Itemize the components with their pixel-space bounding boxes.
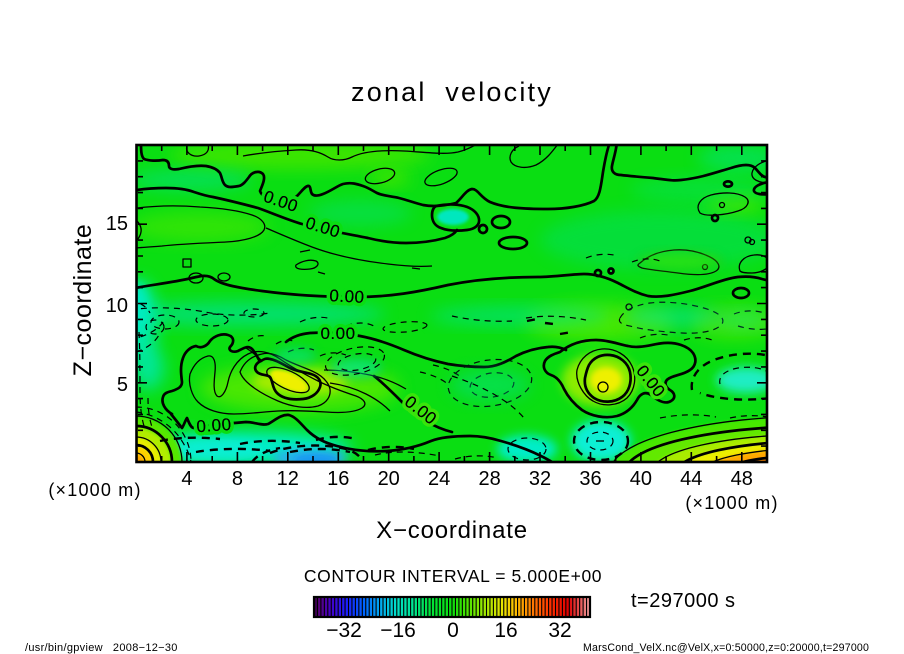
svg-text:(×1000 m): (×1000 m) bbox=[685, 493, 778, 513]
svg-text:32: 32 bbox=[529, 468, 551, 490]
svg-text:0.00: 0.00 bbox=[196, 415, 232, 436]
svg-text:36: 36 bbox=[579, 468, 601, 490]
svg-text:10: 10 bbox=[106, 295, 128, 317]
svg-text:CONTOUR INTERVAL = 5.000E+00: CONTOUR INTERVAL = 5.000E+00 bbox=[304, 566, 602, 586]
svg-text:Z−coordinate: Z−coordinate bbox=[69, 224, 97, 377]
svg-text:28: 28 bbox=[478, 468, 500, 490]
svg-text:X−coordinate: X−coordinate bbox=[376, 517, 528, 544]
svg-text:0.00: 0.00 bbox=[329, 286, 365, 307]
svg-text:20: 20 bbox=[378, 468, 400, 490]
svg-text:40: 40 bbox=[630, 468, 652, 490]
svg-text:4: 4 bbox=[181, 468, 192, 490]
svg-text:15: 15 bbox=[106, 213, 128, 235]
svg-text:t=297000 s: t=297000 s bbox=[631, 590, 736, 612]
svg-text:44: 44 bbox=[680, 468, 702, 490]
svg-text:(×1000 m): (×1000 m) bbox=[48, 480, 141, 500]
svg-text:12: 12 bbox=[277, 468, 299, 490]
svg-text:zonal velocity: zonal velocity bbox=[351, 77, 553, 107]
svg-text:0.00: 0.00 bbox=[320, 324, 355, 343]
svg-text:16: 16 bbox=[327, 468, 349, 490]
svg-text:MarsCond_VelX.nc@VelX,x=0:5000: MarsCond_VelX.nc@VelX,x=0:50000,z=0:2000… bbox=[583, 642, 869, 654]
svg-text:8: 8 bbox=[232, 468, 243, 490]
svg-text:5: 5 bbox=[117, 374, 128, 396]
svg-text:0.00: 0.00 bbox=[320, 324, 355, 343]
svg-text:/usr/bin/gpview 2008−12−30: /usr/bin/gpview 2008−12−30 bbox=[25, 642, 178, 654]
svg-text:32: 32 bbox=[548, 619, 571, 642]
svg-text:24: 24 bbox=[428, 468, 450, 490]
svg-text:−32: −32 bbox=[326, 619, 362, 642]
svg-text:0: 0 bbox=[447, 619, 459, 642]
svg-text:16: 16 bbox=[494, 619, 517, 642]
svg-text:48: 48 bbox=[731, 468, 753, 490]
svg-text:−16: −16 bbox=[380, 619, 416, 642]
